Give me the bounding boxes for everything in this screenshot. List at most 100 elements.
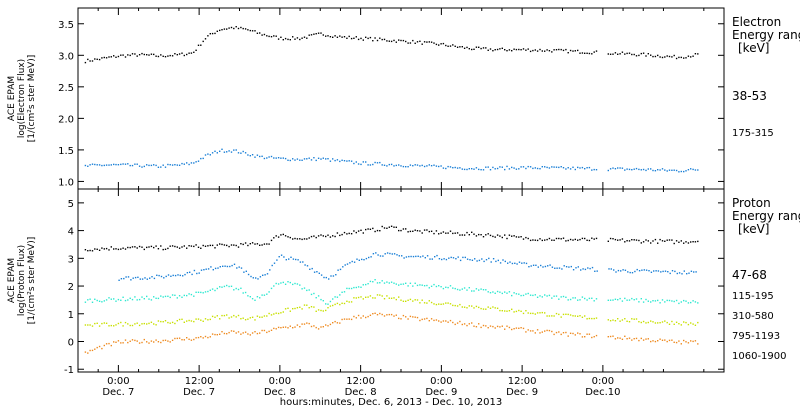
data-point (115, 324, 117, 326)
data-point (383, 282, 386, 284)
data-point (572, 332, 574, 335)
data-point (395, 41, 397, 43)
data-point (259, 244, 261, 246)
data-point (376, 294, 379, 296)
data-point (277, 283, 280, 285)
data-point (170, 275, 172, 277)
data-point (398, 317, 400, 320)
x-tick-date: Dec. 8 (345, 387, 377, 398)
data-point (562, 237, 565, 239)
data-point (475, 46, 478, 48)
legend-item: 1060-1900 (732, 351, 787, 362)
data-point (419, 165, 421, 167)
data-point (230, 285, 233, 287)
data-point (261, 34, 263, 36)
data-point (84, 61, 87, 64)
data-point (617, 318, 619, 320)
data-point (390, 163, 393, 166)
data-point (487, 166, 489, 168)
data-point (430, 301, 433, 304)
data-point (546, 295, 548, 297)
data-point (438, 233, 440, 235)
data-point (228, 285, 230, 288)
data-point (416, 164, 419, 166)
data-point (426, 255, 429, 257)
data-point (518, 48, 520, 51)
data-point (652, 300, 654, 302)
data-point (255, 277, 257, 279)
data-point (683, 339, 685, 342)
data-point (362, 161, 364, 163)
data-point (562, 332, 565, 334)
data-point (367, 228, 369, 230)
data-point (440, 286, 442, 288)
data-point (690, 301, 692, 304)
data-point (113, 298, 115, 300)
y-tick-label: 2 (68, 282, 74, 293)
data-point (405, 300, 407, 302)
data-point (146, 341, 148, 343)
data-point (468, 48, 470, 50)
data-point (348, 160, 350, 162)
data-point (277, 326, 280, 329)
data-point (292, 238, 294, 240)
data-point (390, 297, 393, 299)
data-point (671, 300, 673, 302)
data-point (635, 167, 638, 170)
data-point (117, 298, 120, 301)
x-tick-time: 12:00 (508, 376, 537, 387)
data-point (393, 165, 395, 167)
data-point (91, 250, 94, 252)
data-point (527, 329, 529, 331)
data-point (588, 317, 591, 320)
data-point (443, 258, 445, 260)
data-point (157, 166, 160, 168)
data-point (256, 296, 259, 298)
data-point (113, 55, 115, 57)
data-point (650, 242, 652, 244)
data-point (626, 338, 628, 340)
data-point (138, 165, 141, 167)
data-point (551, 166, 553, 168)
data-point (548, 315, 551, 317)
data-point (584, 268, 587, 271)
data-point (416, 284, 419, 287)
data-point (527, 312, 529, 314)
data-point (574, 168, 576, 171)
data-point (624, 53, 626, 55)
data-point (685, 300, 687, 302)
data-point (593, 317, 595, 320)
data-point (403, 257, 405, 259)
data-point (421, 43, 423, 45)
data-point (171, 321, 174, 324)
data-point (211, 32, 214, 35)
data-point (169, 164, 171, 166)
data-point (438, 285, 440, 287)
data-point (449, 45, 452, 47)
data-point (379, 230, 381, 232)
data-point (367, 37, 369, 40)
data-point (103, 248, 105, 250)
data-point (595, 317, 598, 319)
data-point (329, 323, 332, 326)
data-point (553, 315, 555, 317)
data-point (631, 239, 633, 241)
data-point (273, 35, 275, 37)
data-point (146, 295, 148, 298)
data-point (320, 32, 322, 34)
data-point (369, 228, 372, 230)
data-point (407, 285, 409, 287)
data-point (548, 294, 551, 297)
data-point (485, 308, 487, 310)
y-tick-label: 5 (68, 199, 74, 210)
data-point (235, 287, 237, 290)
data-point (653, 270, 655, 272)
data-point (532, 294, 534, 297)
data-point (643, 269, 645, 271)
data-point (94, 322, 96, 325)
data-point (343, 302, 346, 305)
data-point (660, 271, 662, 273)
data-point (259, 297, 261, 299)
data-point (287, 38, 289, 41)
data-point (607, 319, 609, 321)
